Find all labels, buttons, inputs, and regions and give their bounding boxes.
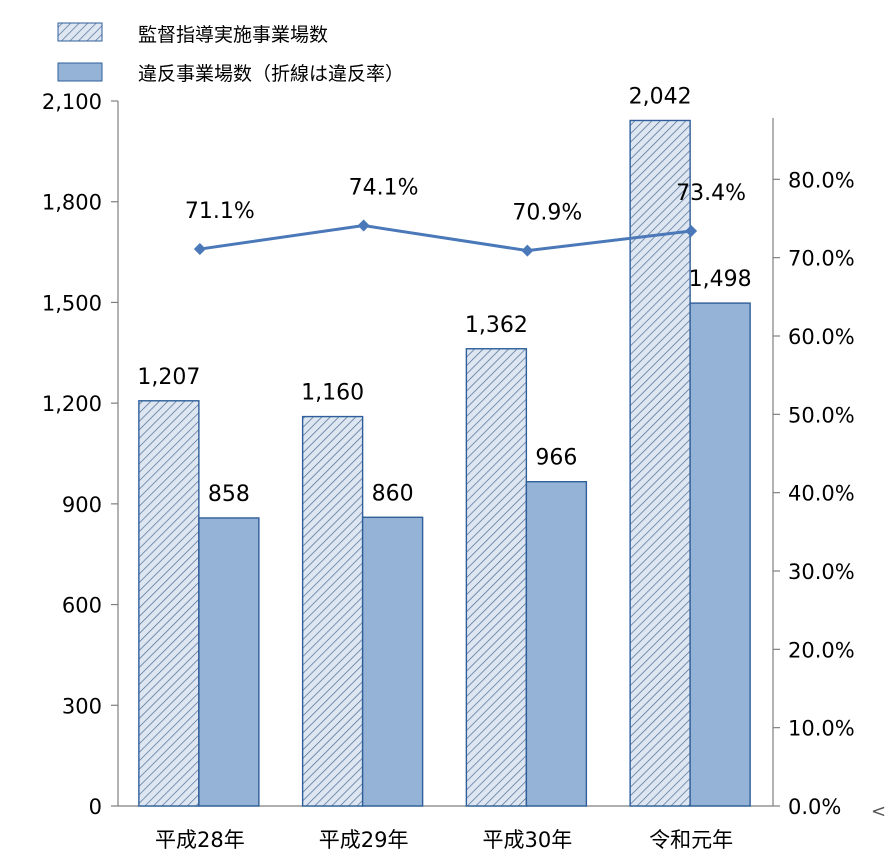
rate-line: [199, 224, 692, 253]
rate-line-series: [193, 219, 698, 257]
rate-line-point: [521, 244, 534, 257]
right-tick-label: 60.0%: [788, 325, 855, 349]
category-label: 平成29年: [319, 828, 409, 852]
left-tick-label: 1,500: [42, 291, 102, 315]
edge-glyph: <: [871, 801, 886, 822]
rate-line-point: [685, 225, 698, 238]
bar-solid: [525, 481, 588, 807]
bar-solid: [689, 302, 751, 807]
rate-value-label: 74.1%: [349, 176, 419, 201]
left-tick-label: 1,800: [42, 191, 102, 215]
category-label: 平成28年: [155, 828, 245, 852]
right-tick-label: 40.0%: [788, 482, 855, 506]
left-tick-label: 900: [62, 493, 102, 517]
bar-hatched: [138, 400, 200, 807]
category-axis-labels: 平成28年 平成29年 平成30年 令和元年: [155, 828, 733, 852]
legend-item-solid: 違反事業場数（折線は違反率）: [57, 62, 404, 85]
legend-label-hatched: 監督指導実施事業場数: [138, 24, 328, 46]
right-axis-ticks: 0.0% 10.0% 20.0% 30.0% 40.0% 50.0% 60.0% 70.0% 8…: [773, 168, 855, 819]
rate-value-label: 70.9%: [512, 201, 582, 226]
left-tick-label: 0: [89, 795, 102, 819]
left-tick-label: 1,200: [42, 392, 102, 416]
legend-swatch-solid: [57, 62, 103, 82]
bar-hatched-value-label: 1,160: [301, 381, 364, 406]
bar-hatched: [465, 348, 528, 807]
bar-solid: [198, 517, 260, 807]
bar-solid-value-label: 858: [208, 482, 250, 507]
bar-hatched-value-label: 1,207: [137, 365, 200, 390]
category-label: 令和元年: [649, 828, 733, 852]
legend-item-hatched: 監督指導実施事業場数: [57, 22, 328, 46]
bars: [138, 119, 751, 807]
bar-solid: [361, 516, 424, 807]
right-tick-label: 30.0%: [788, 560, 855, 584]
right-tick-label: 70.0%: [788, 247, 855, 271]
right-tick-label: 80.0%: [788, 168, 855, 192]
legend-label-solid: 違反事業場数（折線は違反率）: [138, 63, 404, 85]
left-tick-label: 300: [62, 694, 102, 718]
legend: 監督指導実施事業場数 違反事業場数（折線は違反率）: [57, 22, 404, 85]
right-tick-label: 50.0%: [788, 403, 855, 427]
rate-line-point: [357, 219, 370, 232]
right-tick-label: 0.0%: [788, 795, 841, 819]
rate-line-point: [193, 243, 206, 256]
right-tick-label: 10.0%: [788, 717, 855, 741]
data-labels: 1,207 858 1,160 860 1,362 966 2,042 1,498 71.1% 7…: [137, 84, 751, 506]
legend-swatch-hatched: [57, 22, 103, 42]
bar-hatched-value-label: 2,042: [629, 84, 692, 109]
rate-value-label: 73.4%: [676, 181, 746, 206]
left-axis-ticks: 0 300 600 900 1,200 1,500 1,800 2,100: [42, 90, 118, 819]
left-tick-label: 2,100: [42, 90, 102, 114]
rate-value-label: 71.1%: [185, 199, 255, 224]
bar-solid-value-label: 1,498: [689, 267, 752, 292]
category-label: 平成30年: [483, 828, 573, 852]
bar-hatched-value-label: 1,362: [465, 313, 528, 338]
left-tick-label: 600: [62, 594, 102, 618]
right-tick-label: 20.0%: [788, 638, 855, 662]
bar-hatched: [301, 415, 364, 807]
bar-solid-value-label: 966: [535, 446, 577, 471]
bar-hatched: [629, 119, 691, 807]
bar-solid-value-label: 860: [372, 481, 414, 506]
